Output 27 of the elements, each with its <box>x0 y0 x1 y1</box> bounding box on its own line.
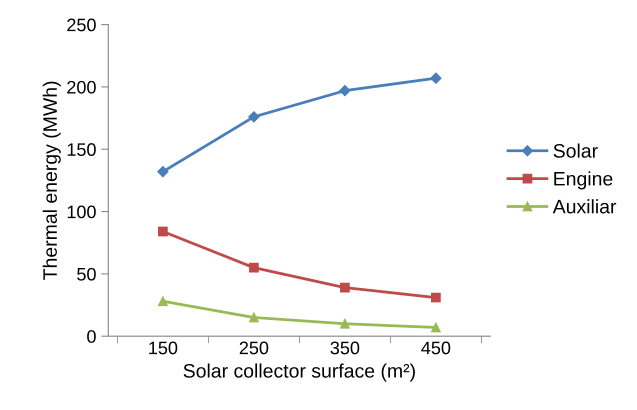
point <box>340 318 350 329</box>
point <box>339 85 350 96</box>
y-tick-label: 0 <box>87 330 96 343</box>
x-tick-label: 250 <box>240 342 268 354</box>
point <box>249 262 259 273</box>
point <box>248 111 260 122</box>
point <box>430 72 442 84</box>
x-tick-label: 150 <box>149 342 178 354</box>
legend-label: Solar <box>554 143 598 158</box>
point <box>431 322 441 332</box>
x-tick-label: 350 <box>330 342 360 354</box>
legend-label: Engine <box>554 171 612 190</box>
point <box>158 226 168 236</box>
y-tick-label: 100 <box>68 205 96 218</box>
y-tick-label: 250 <box>67 18 96 32</box>
point <box>431 292 441 302</box>
point <box>340 282 350 292</box>
x-axis-title: Solar collector surface (m²) <box>184 363 415 382</box>
x-tick-label: 450 <box>421 342 450 354</box>
y-tick-label: 150 <box>68 143 96 156</box>
legend-label: Auxiliar <box>552 199 616 214</box>
y-tick-label: 200 <box>67 80 96 94</box>
y-axis-title: Thermal energy (MWh) <box>42 82 61 280</box>
point <box>249 312 259 322</box>
point <box>158 296 168 306</box>
point <box>157 166 168 178</box>
y-tick-label: 50 <box>77 268 96 281</box>
